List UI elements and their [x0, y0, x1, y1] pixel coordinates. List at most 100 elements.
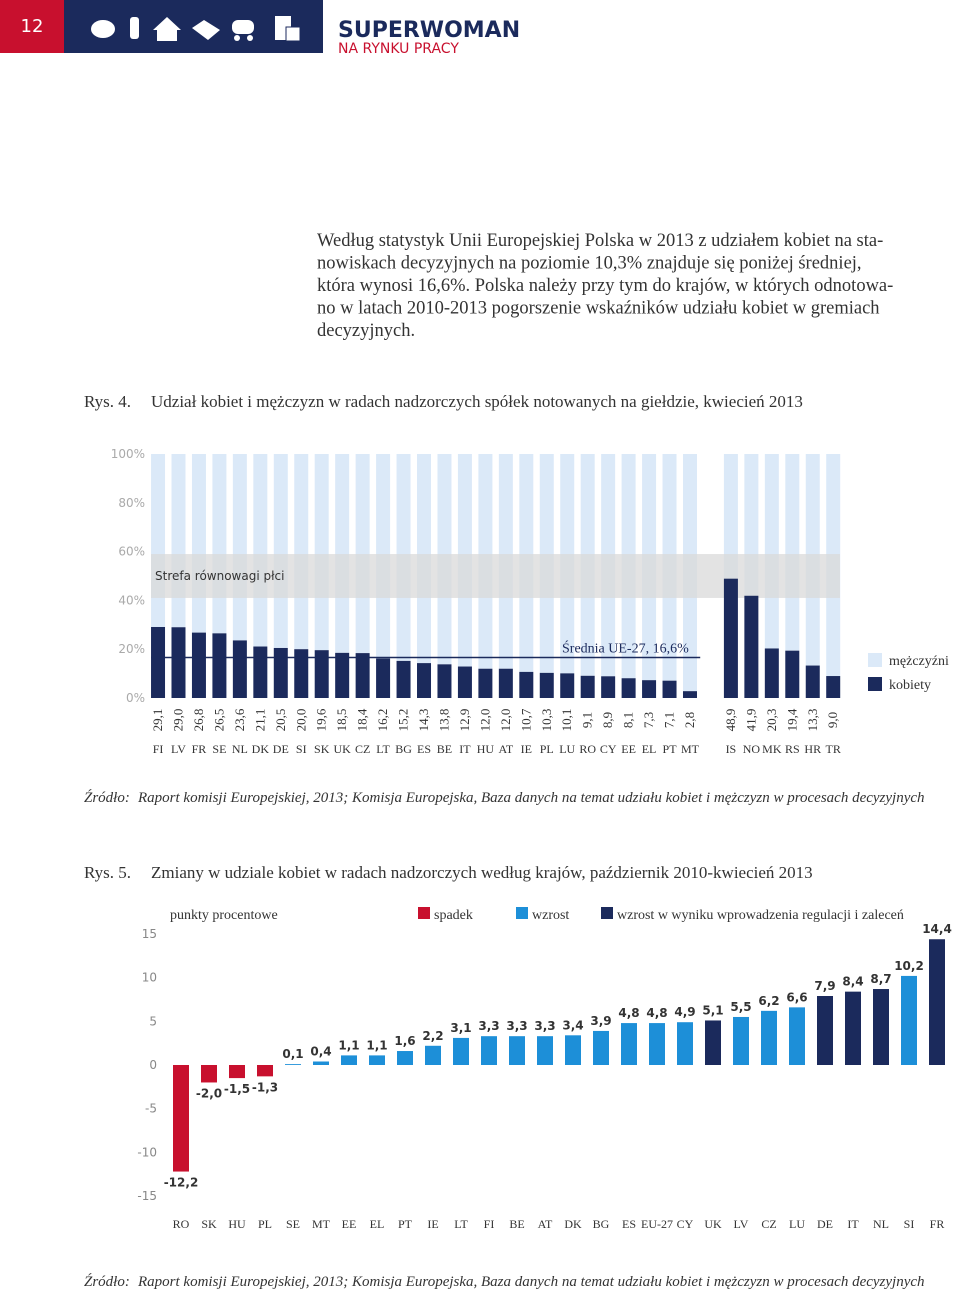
- bar-segment: [151, 626, 166, 698]
- bar: [509, 1036, 525, 1065]
- bar-segment: [171, 454, 186, 628]
- value-label: 12,0: [498, 709, 513, 732]
- x-tick-label: PT: [663, 742, 678, 756]
- value-label: 6,2: [758, 994, 779, 1008]
- bar-segment: [744, 595, 759, 698]
- bar-segment: [151, 454, 166, 627]
- x-tick-label: PL: [540, 742, 554, 756]
- bar-segment: [314, 650, 329, 698]
- bar-segment: [723, 454, 738, 579]
- average-label: Średnia UE-27, 16,6%: [562, 639, 689, 656]
- value-label: 14,4: [922, 922, 952, 936]
- figure-title: Udział kobiet i mężczyzn w radach nadzor…: [151, 392, 803, 411]
- bar: [481, 1036, 497, 1065]
- bar: [845, 991, 861, 1065]
- x-tick-label: HU: [228, 1217, 246, 1231]
- y-tick-label: -5: [145, 1102, 157, 1116]
- header-subtitle: NA RYNKU PRACY: [338, 41, 459, 57]
- bar: [173, 1065, 189, 1172]
- x-tick-label: PT: [398, 1217, 413, 1231]
- page-number-box: [0, 0, 64, 53]
- bar: [761, 1010, 777, 1065]
- bar-segment: [355, 454, 370, 654]
- bar-segment: [212, 454, 227, 634]
- y-tick-label: -15: [137, 1189, 157, 1203]
- x-tick-label: SE: [212, 742, 226, 756]
- value-label: 0,4: [310, 1045, 331, 1059]
- paragraph-line: nowiskach decyzyjnych na poziomie 10,3% …: [317, 254, 862, 274]
- x-tick-label: LT: [376, 742, 390, 756]
- bar: [257, 1065, 273, 1077]
- bar-segment: [662, 680, 677, 698]
- value-label: 8,4: [842, 975, 863, 989]
- x-tick-label: HU: [477, 742, 495, 756]
- x-tick-label: MK: [762, 742, 782, 756]
- y-axis-label: punkty procentowe: [170, 908, 278, 923]
- y-tick-label: 5: [149, 1014, 157, 1028]
- source-text: Raport komisji Europejskiej, 2013; Komis…: [137, 790, 925, 806]
- value-label: 13,3: [805, 709, 820, 732]
- value-label: 3,4: [562, 1018, 583, 1032]
- value-label: 48,9: [723, 709, 738, 732]
- bar-segment: [253, 646, 268, 698]
- value-label: 14,3: [416, 709, 431, 732]
- value-label: 1,1: [366, 1038, 387, 1052]
- y-tick-label: 0: [149, 1058, 157, 1072]
- value-label: 29,0: [170, 709, 185, 732]
- value-label: 3,9: [590, 1014, 611, 1028]
- value-label: -1,3: [252, 1080, 278, 1094]
- bar: [201, 1065, 217, 1083]
- figure-title: Zmiany w udziale kobiet w radach nadzorc…: [151, 863, 813, 882]
- bar-segment: [294, 649, 309, 698]
- y-tick-label: 15: [142, 927, 157, 941]
- value-label: 41,9: [743, 709, 758, 732]
- value-label: 9,0: [825, 712, 840, 728]
- x-tick-label: UK: [704, 1217, 722, 1231]
- bar-segment: [785, 454, 800, 651]
- bar-segment: [785, 650, 800, 698]
- x-tick-label: NL: [232, 742, 248, 756]
- bar-segment: [764, 648, 779, 698]
- value-label: 26,5: [211, 709, 226, 732]
- source-label: Źródło:: [84, 789, 130, 806]
- x-tick-label: EE: [342, 1217, 357, 1231]
- paragraph-line: decyzyjnych.: [317, 321, 415, 341]
- x-tick-label: DK: [252, 742, 270, 756]
- bar-segment: [580, 675, 595, 698]
- x-tick-label: FR: [192, 742, 207, 756]
- value-label: 2,8: [682, 712, 697, 728]
- bar-segment: [232, 640, 247, 698]
- y-tick-label: 20%: [118, 642, 145, 656]
- x-tick-label: UK: [333, 742, 351, 756]
- paragraph-line: Według statystyk Unii Europejskiej Polsk…: [317, 231, 883, 251]
- x-tick-label: NO: [743, 742, 761, 756]
- x-tick-label: SI: [296, 742, 307, 756]
- legend-label: wzrost: [532, 908, 569, 923]
- x-tick-label: LU: [559, 742, 575, 756]
- bar-segment: [723, 578, 738, 698]
- x-tick-label: RO: [579, 742, 596, 756]
- x-tick-label: BG: [593, 1217, 610, 1231]
- bar: [817, 996, 833, 1065]
- value-label: 9,1: [580, 712, 595, 728]
- value-label: 1,6: [394, 1034, 415, 1048]
- bar-segment: [498, 668, 513, 698]
- bar: [873, 989, 889, 1065]
- source-text: Raport komisji Europejskiej, 2013; Komis…: [137, 1274, 925, 1290]
- value-label: 10,1: [559, 709, 574, 732]
- bar-segment: [539, 672, 554, 698]
- legend-swatch: [516, 907, 528, 919]
- bar: [341, 1055, 357, 1065]
- legend-swatch: [868, 653, 882, 667]
- figure-label: Rys. 4.: [84, 392, 131, 411]
- value-label: 19,4: [784, 708, 799, 731]
- y-tick-label: -10: [137, 1145, 157, 1159]
- x-tick-label: CY: [677, 1217, 694, 1231]
- value-label: 13,8: [436, 709, 451, 732]
- x-tick-label: EL: [642, 742, 657, 756]
- x-tick-label: EE: [621, 742, 636, 756]
- bar-segment: [212, 633, 227, 698]
- x-tick-label: NL: [873, 1217, 889, 1231]
- legend-label: kobiety: [889, 678, 931, 693]
- value-label: -12,2: [164, 1176, 199, 1190]
